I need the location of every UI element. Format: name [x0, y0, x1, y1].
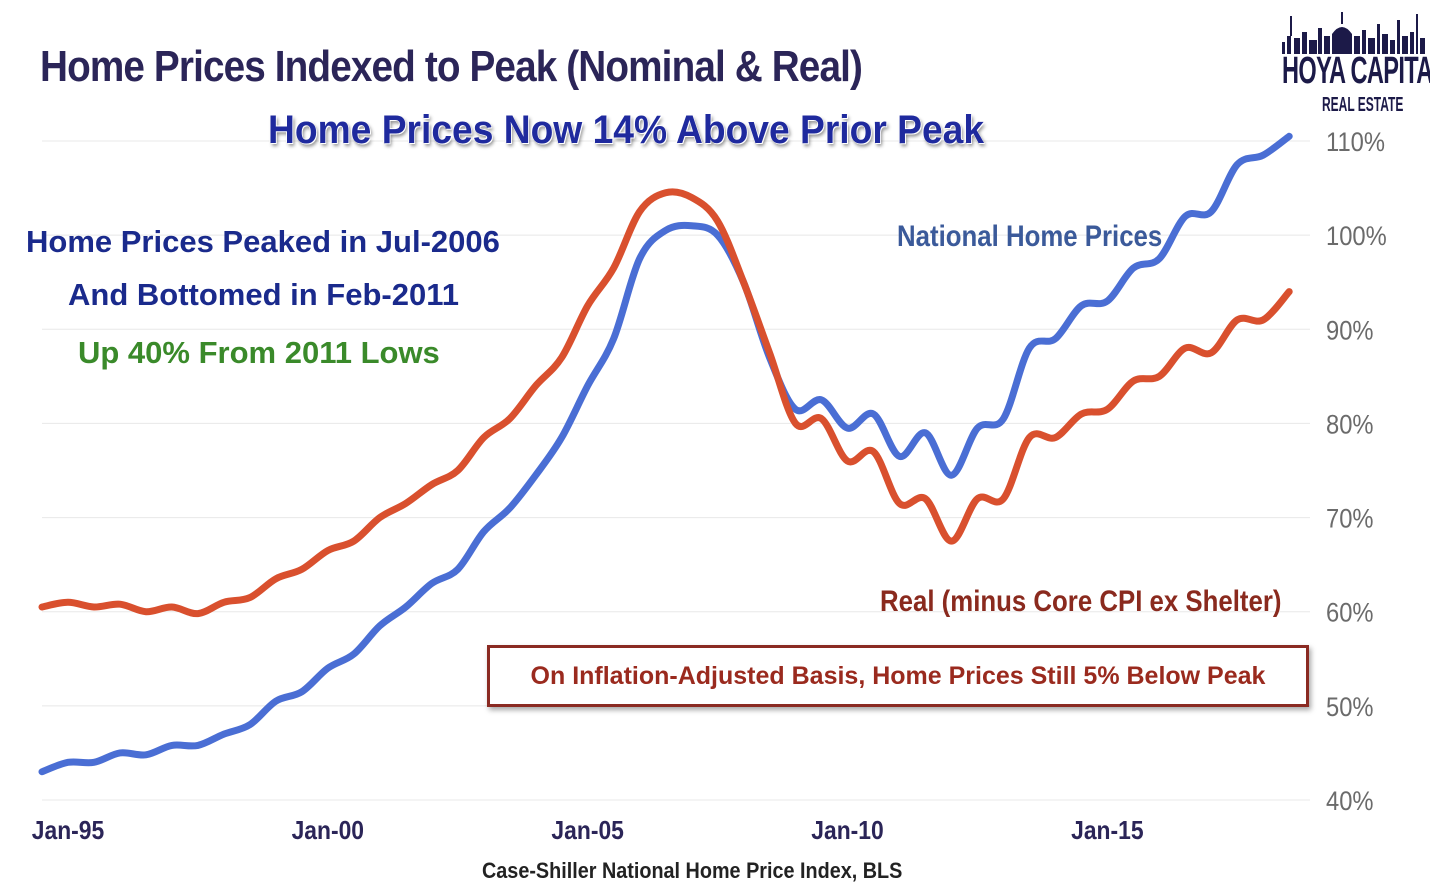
- x-tick-label: Jan-05: [551, 817, 623, 846]
- y-tick-label: 80%: [1326, 410, 1374, 440]
- y-tick-label: 90%: [1326, 316, 1374, 346]
- y-tick-label: 40%: [1326, 787, 1374, 817]
- series-label-real: Real (minus Core CPI ex Shelter): [880, 585, 1282, 618]
- series-line-nominal: [38, 132, 1293, 776]
- grid-layer: [42, 140, 1310, 801]
- x-tick-label: Jan-10: [811, 817, 883, 846]
- series-layer: [38, 132, 1293, 776]
- x-tick-label: Jan-15: [1071, 817, 1143, 846]
- annotation-peak-line2: And Bottomed in Feb-2011: [68, 277, 459, 312]
- chart-subtitle: Home Prices Now 14% Above Prior Peak: [268, 108, 985, 152]
- annotation-up-from-lows: Up 40% From 2011 Lows: [78, 335, 440, 370]
- source-note: Case-Shiller National Home Price Index, …: [482, 858, 903, 883]
- y-axis-ticks: 40% 50% 60% 70% 80% 90% 100% 110%: [1326, 128, 1387, 817]
- y-tick-label: 70%: [1326, 504, 1374, 534]
- x-tick-label: Jan-95: [32, 817, 104, 846]
- series-line-real: [38, 188, 1293, 618]
- y-tick-label: 110%: [1326, 128, 1385, 158]
- logo-name: HOYA CAPITAL: [1282, 50, 1430, 92]
- logo-tagline: REAL ESTATE: [1322, 94, 1404, 116]
- series-label-nominal: National Home Prices: [897, 220, 1163, 253]
- x-tick-label: Jan-00: [292, 817, 364, 846]
- x-axis-ticks: Jan-95 Jan-00 Jan-05 Jan-10 Jan-15: [32, 817, 1144, 846]
- annotation-peak-line1: Home Prices Peaked in Jul-2006: [26, 224, 500, 259]
- y-tick-label: 100%: [1326, 222, 1387, 252]
- callout-text: On Inflation-Adjusted Basis, Home Prices…: [530, 661, 1266, 690]
- skyline-logo-icon: [1282, 12, 1425, 54]
- y-tick-label: 50%: [1326, 693, 1374, 723]
- chart-title: Home Prices Indexed to Peak (Nominal & R…: [40, 42, 863, 91]
- callout-box: On Inflation-Adjusted Basis, Home Prices…: [487, 645, 1309, 707]
- y-tick-label: 60%: [1326, 598, 1374, 628]
